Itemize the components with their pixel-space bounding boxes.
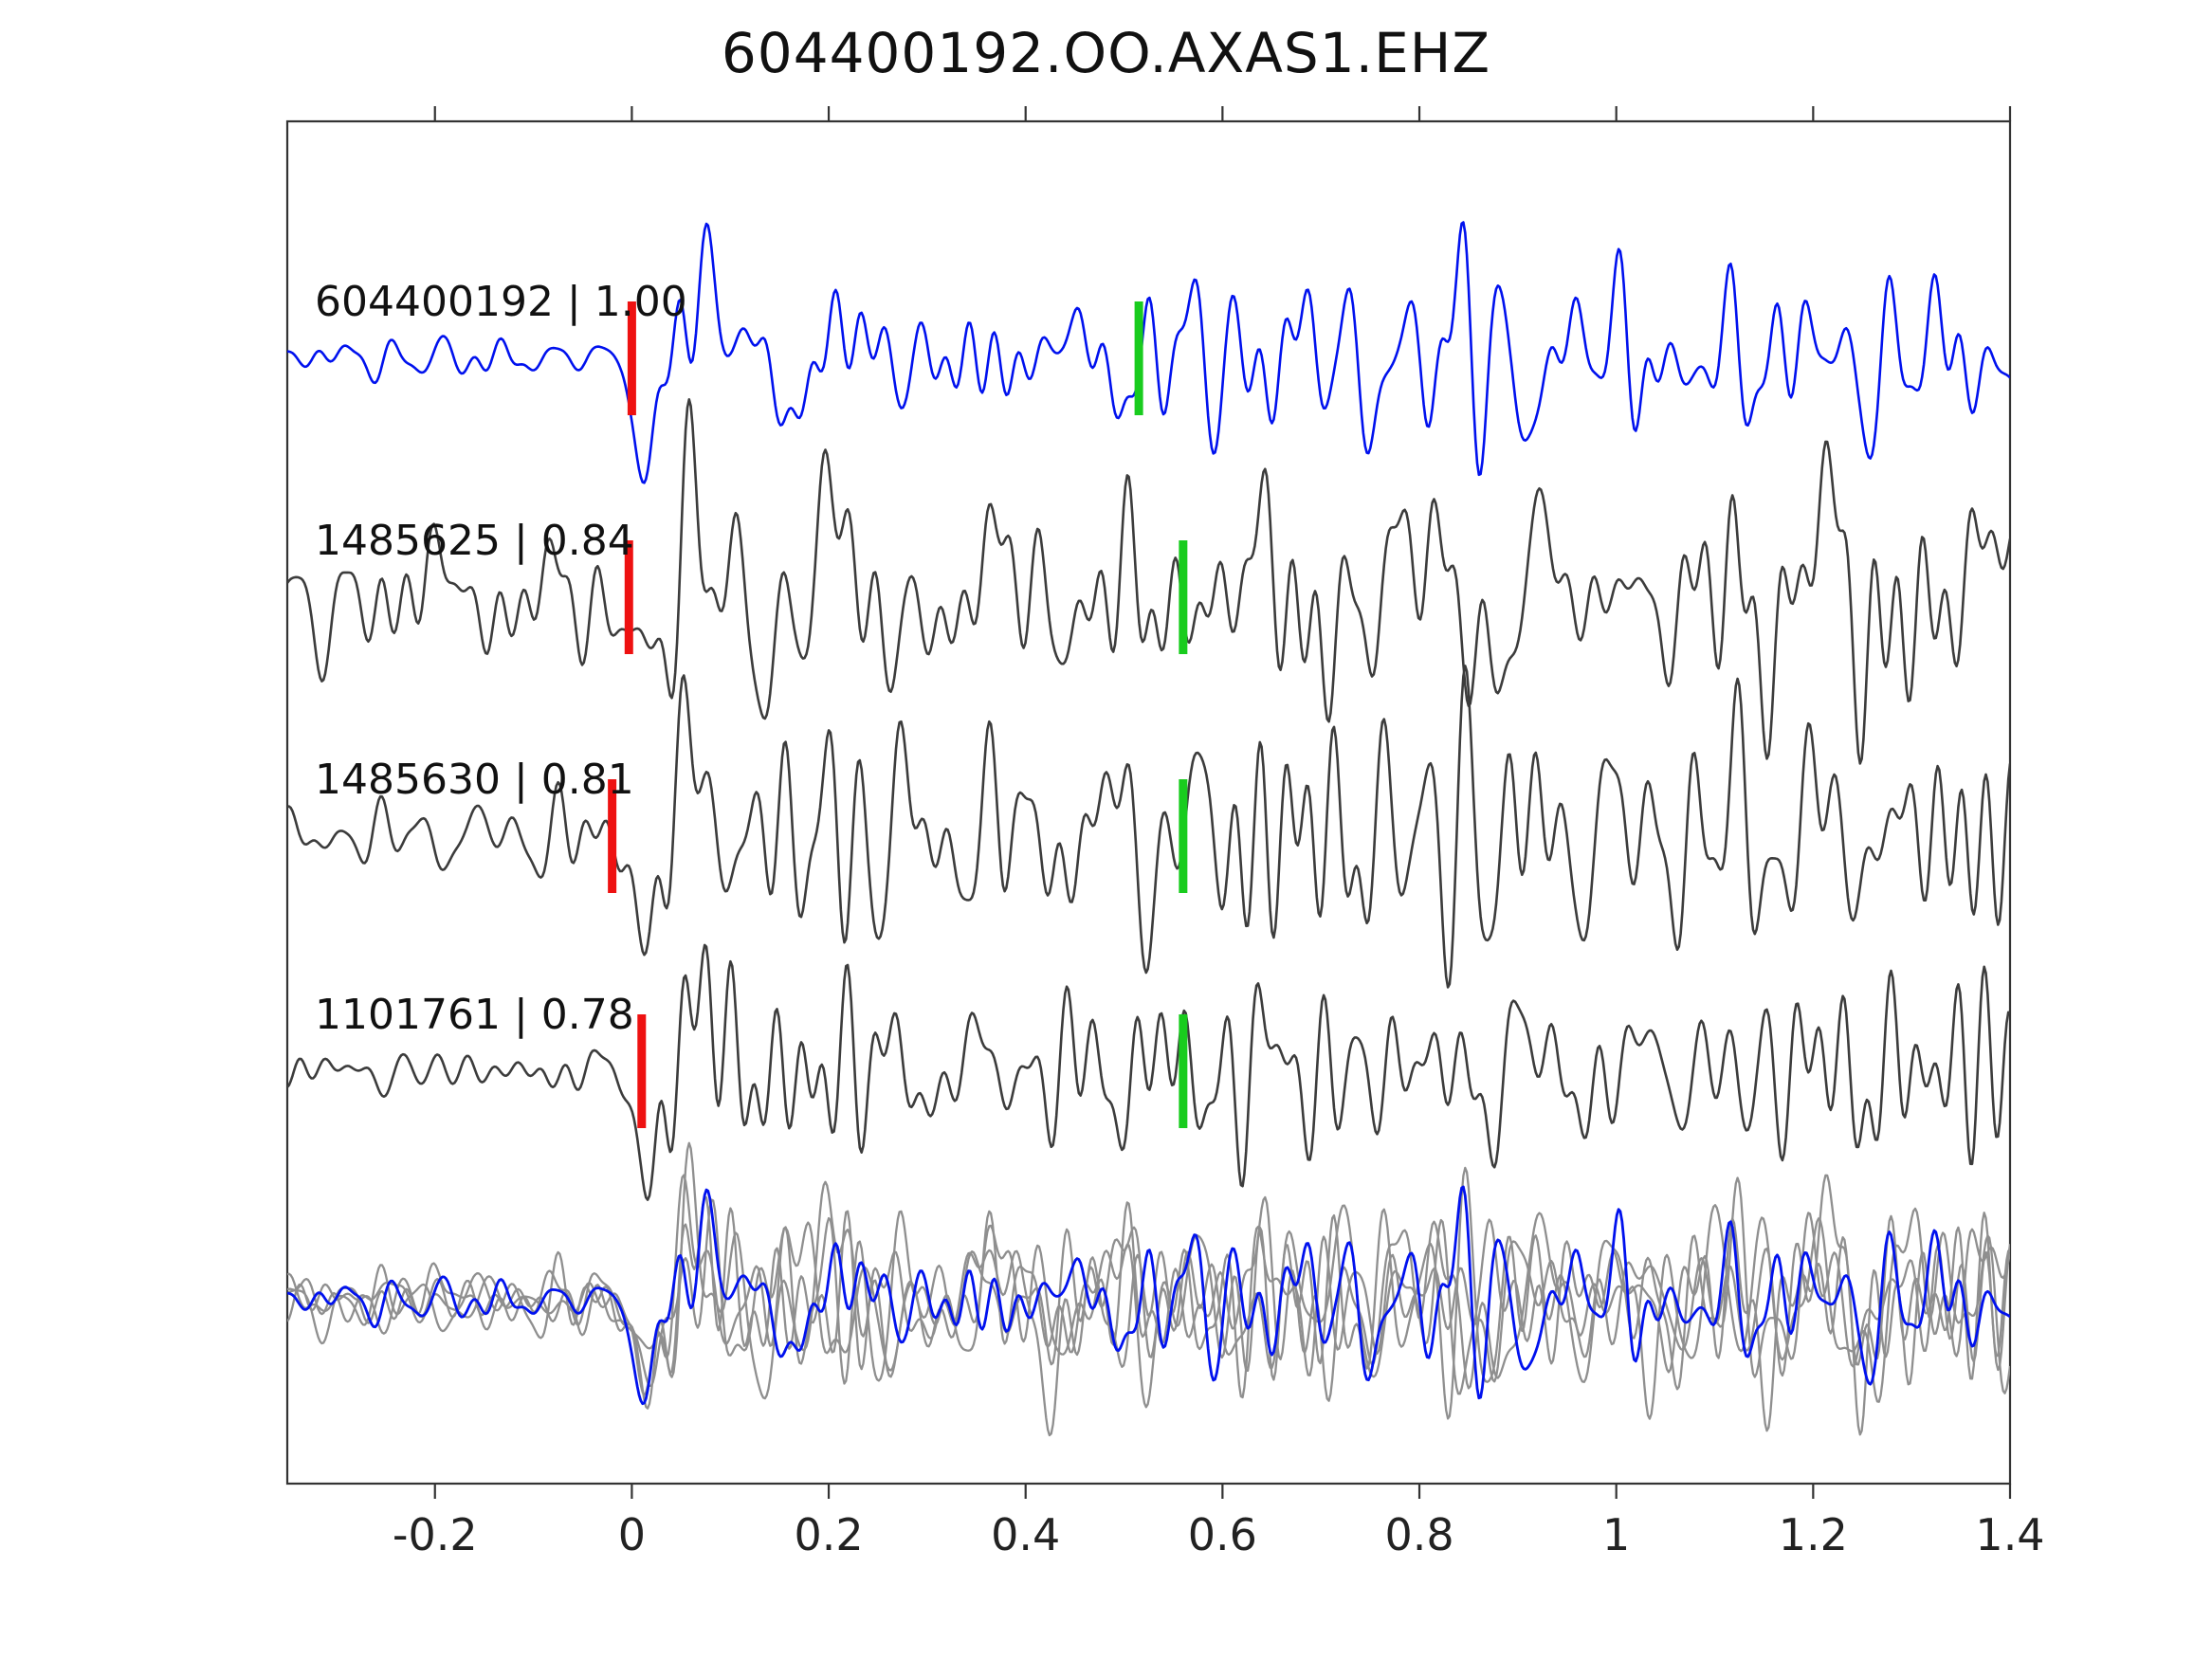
x-tick-label: 1.2 [1779, 1509, 1848, 1560]
trace-label: 1485625 | 0.84 [315, 517, 634, 565]
waveform-trace [287, 943, 2010, 1201]
trace-label: 604400192 | 1.00 [315, 278, 687, 326]
x-tick-label: 0.6 [1188, 1509, 1257, 1560]
x-tick-label: 0.8 [1384, 1509, 1453, 1560]
trace-label: 1485630 | 0.81 [315, 756, 634, 804]
x-tick-label: 1 [1602, 1509, 1630, 1560]
x-tick-label: 0.2 [794, 1509, 863, 1560]
overlay-gray-trace [287, 1166, 2010, 1420]
overlay-template-trace [287, 1185, 2010, 1406]
x-tick-label: 0.4 [991, 1509, 1060, 1560]
x-tick-label: 0 [618, 1509, 646, 1560]
chart-title: 604400192.OO.AXAS1.EHZ [721, 21, 1491, 85]
x-tick-label: -0.2 [393, 1509, 478, 1560]
waveform-trace [287, 665, 2010, 989]
waveform-trace [287, 397, 2010, 765]
trace-label: 1101761 | 0.78 [315, 991, 634, 1039]
waveform-trace [287, 221, 2010, 484]
axes-frame [285, 119, 2012, 1486]
overlay-gray-trace [287, 1194, 2010, 1410]
x-tick-label: 1.4 [1975, 1509, 2044, 1560]
